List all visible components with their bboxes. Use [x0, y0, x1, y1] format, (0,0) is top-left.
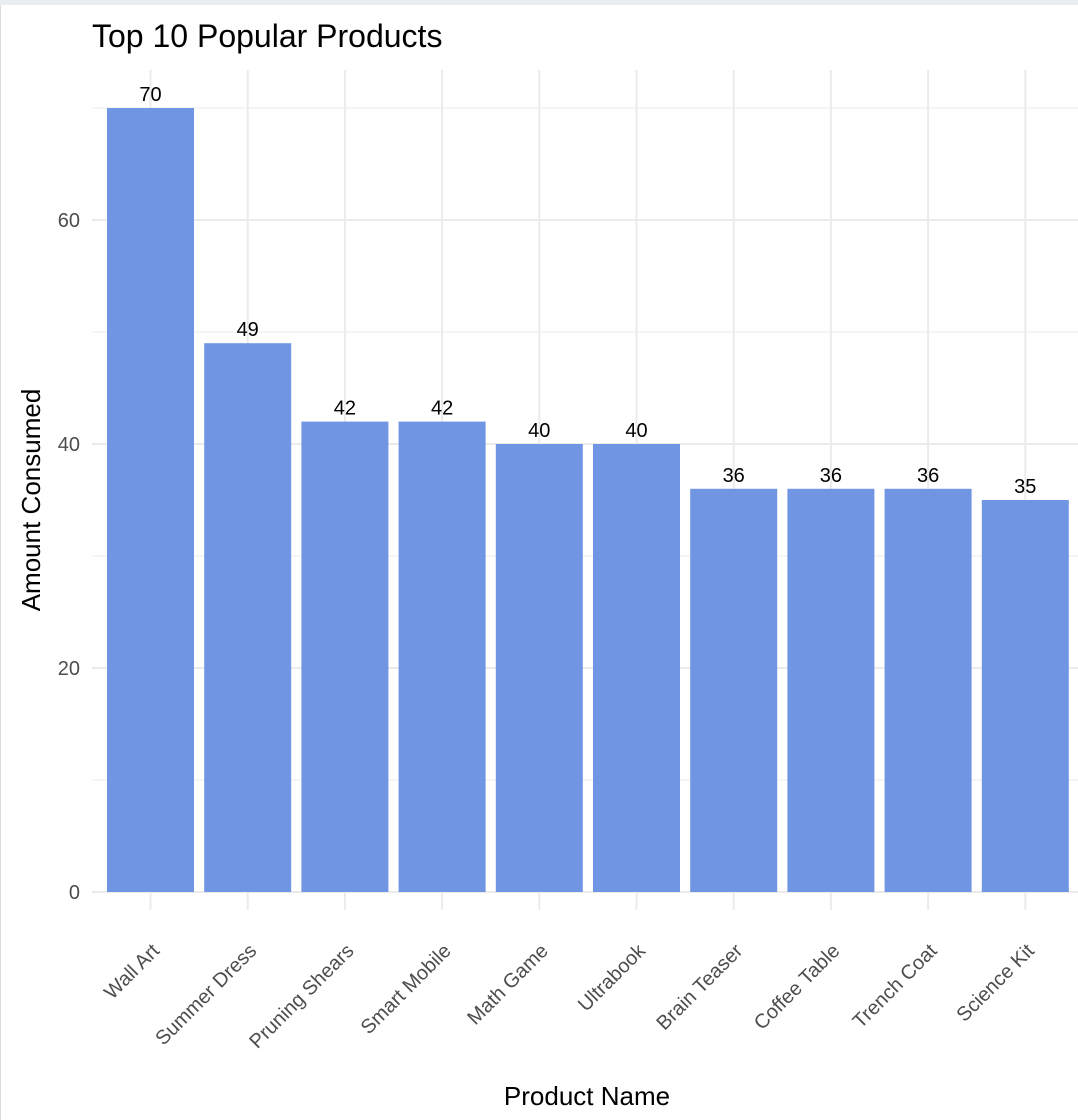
- chart-top-border: [0, 0, 1078, 5]
- bar-value-label: 70: [139, 84, 161, 106]
- x-tick-label: Wall Art: [100, 940, 164, 1004]
- bar-value-label: 42: [334, 398, 356, 420]
- bar: [981, 500, 1069, 892]
- bar: [107, 108, 194, 892]
- bar: [884, 488, 972, 892]
- y-tick-label: 60: [58, 210, 80, 232]
- x-tick-label: Ultrabook: [574, 939, 651, 1016]
- x-tick-label: Trench Coat: [849, 940, 942, 1033]
- bar: [204, 343, 292, 892]
- x-tick-label: Brain Teaser: [653, 940, 748, 1035]
- x-tick-label: Smart Mobile: [357, 940, 456, 1039]
- data-labels: 70 49 42 42 40 40 36 36 36 35: [139, 84, 1036, 498]
- y-axis-title: Amount Consumed: [16, 389, 46, 612]
- bar-value-label: 40: [528, 420, 550, 442]
- y-tick-label: 0: [69, 882, 80, 904]
- y-axis-ticks: 0 20 40 60: [58, 210, 80, 904]
- x-tick-label: Coffee Table: [750, 940, 844, 1034]
- bar-value-label: 36: [723, 465, 745, 487]
- bar-value-label: 49: [237, 319, 259, 341]
- bar-value-label: 35: [1014, 476, 1036, 498]
- bar-value-label: 40: [625, 420, 647, 442]
- y-tick-label: 20: [58, 658, 80, 680]
- bar: [495, 444, 583, 892]
- x-tick-label: Science Kit: [953, 940, 1040, 1027]
- x-axis-title: Product Name: [504, 1081, 670, 1111]
- chart-left-border: [0, 0, 1, 1120]
- x-tick-label: Pruning Shears: [245, 940, 358, 1053]
- bar-value-label: 36: [820, 465, 842, 487]
- x-tick-label: Summer Dress: [151, 940, 261, 1050]
- y-tick-label: 40: [58, 434, 80, 456]
- bar: [787, 488, 875, 892]
- bar-value-label: 42: [431, 398, 453, 420]
- x-tick-label: Math Game: [463, 940, 552, 1029]
- bars: [107, 108, 1069, 892]
- bar: [690, 488, 778, 892]
- bar-value-label: 36: [917, 465, 939, 487]
- bar: [398, 421, 486, 892]
- chart-title: Top 10 Popular Products: [92, 18, 442, 54]
- bar: [593, 444, 680, 892]
- bar: [301, 421, 389, 892]
